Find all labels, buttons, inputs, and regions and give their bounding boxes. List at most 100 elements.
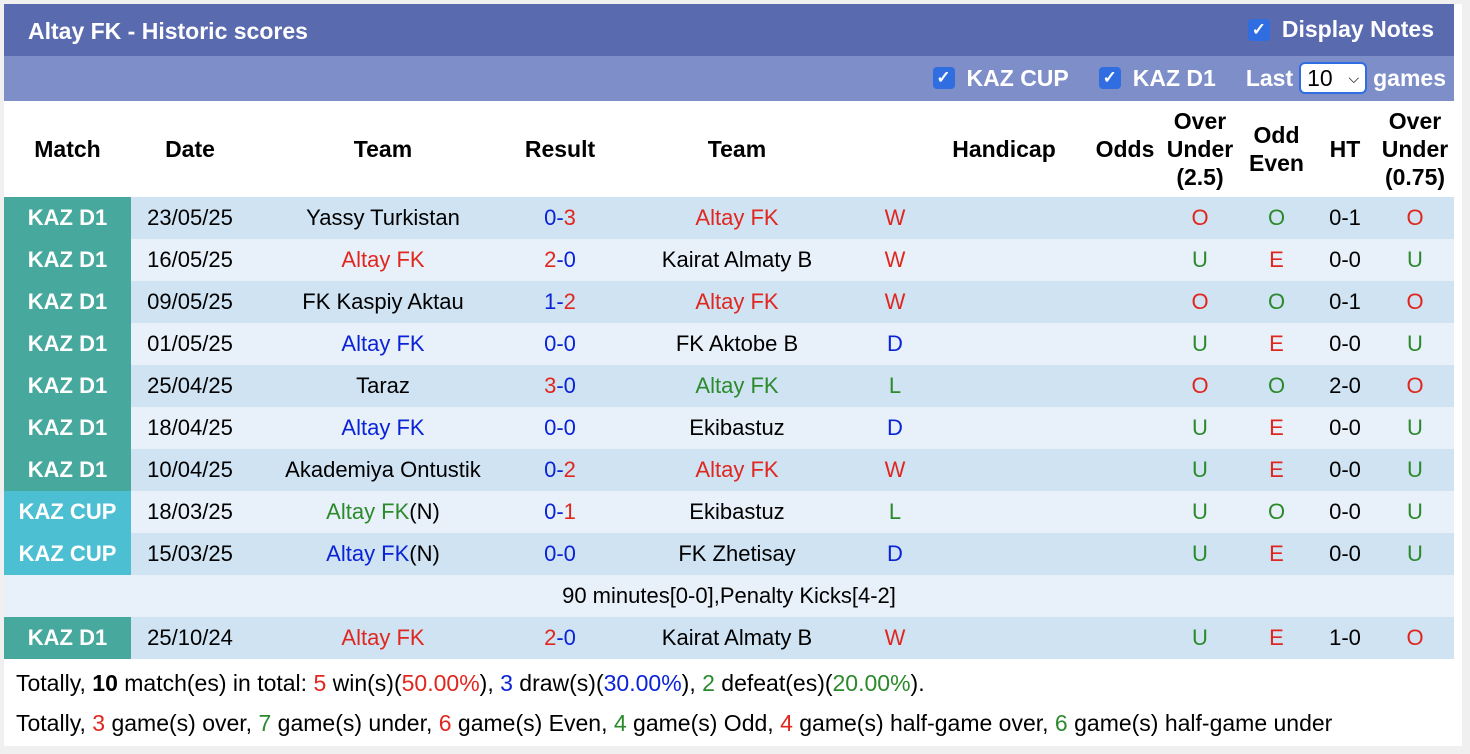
league-badge[interactable]: KAZ CUP: [4, 533, 131, 575]
match-result[interactable]: 3-0: [517, 365, 603, 407]
chevron-down-icon: ⌵: [1348, 69, 1360, 86]
away-team[interactable]: Altay FK: [603, 365, 871, 407]
home-team-name: FK Kaspiy Aktau: [302, 289, 464, 314]
match-result[interactable]: 2-0: [517, 239, 603, 281]
match-result[interactable]: 0-0: [517, 407, 603, 449]
display-notes-toggle[interactable]: ✓ Display Notes: [1247, 16, 1434, 43]
over-under: O: [1161, 365, 1239, 407]
filter-label: KAZ CUP: [966, 64, 1069, 91]
league-badge[interactable]: KAZ D1: [4, 617, 131, 659]
home-score: 0: [544, 205, 557, 230]
league-badge[interactable]: KAZ CUP: [4, 491, 131, 533]
odds-cell: [1089, 239, 1161, 281]
odd-even: E: [1239, 407, 1314, 449]
home-team[interactable]: Altay FK: [249, 407, 517, 449]
away-team[interactable]: Altay FK: [603, 197, 871, 239]
home-team-name: Altay FK: [326, 541, 410, 566]
home-team[interactable]: Taraz: [249, 365, 517, 407]
filter-kaz-cup[interactable]: ✓ KAZ CUP: [932, 64, 1069, 92]
away-team[interactable]: Altay FK: [603, 281, 871, 323]
away-team[interactable]: Ekibastuz: [603, 407, 871, 449]
checkbox-checked-icon[interactable]: ✓: [1098, 67, 1121, 89]
over-under: U: [1161, 533, 1239, 575]
handicap-cell: [919, 281, 1089, 323]
win-loss: D: [871, 323, 919, 365]
match-result[interactable]: 0-0: [517, 533, 603, 575]
away-team[interactable]: FK Aktobe B: [603, 323, 871, 365]
odds-cell: [1089, 617, 1161, 659]
home-team[interactable]: Altay FK(N): [249, 533, 517, 575]
table-row: KAZ D1 25/04/25 Taraz 3-0 Altay FK L O O 2-0 O: [4, 365, 1454, 407]
half-time-score: 0-1: [1314, 197, 1376, 239]
col-handicap: Handicap: [919, 101, 1089, 197]
league-badge[interactable]: KAZ D1: [4, 197, 131, 239]
half-time-score: 2-0: [1314, 365, 1376, 407]
over-under: O: [1161, 197, 1239, 239]
col-odds: Odds: [1089, 101, 1161, 197]
checkbox-checked-icon[interactable]: ✓: [1247, 18, 1270, 41]
away-team[interactable]: Altay FK: [603, 449, 871, 491]
match-date: 18/03/25: [131, 491, 249, 533]
home-team[interactable]: Akademiya Ontustik: [249, 449, 517, 491]
half-time-score: 0-0: [1314, 407, 1376, 449]
home-team[interactable]: Altay FK: [249, 239, 517, 281]
games-count-select[interactable]: 10 ⌵: [1299, 62, 1368, 94]
checkbox-checked-icon[interactable]: ✓: [932, 67, 955, 89]
home-team[interactable]: FK Kaspiy Aktau: [249, 281, 517, 323]
league-badge[interactable]: KAZ D1: [4, 281, 131, 323]
away-team[interactable]: Ekibastuz: [603, 491, 871, 533]
score-separator: -: [556, 247, 564, 272]
match-date: 25/04/25: [131, 365, 249, 407]
match-date: 01/05/25: [131, 323, 249, 365]
col-odd-even: Odd Even: [1239, 101, 1314, 197]
win-loss: W: [871, 239, 919, 281]
home-team[interactable]: Altay FK(N): [249, 491, 517, 533]
match-date: 10/04/25: [131, 449, 249, 491]
match-result[interactable]: 0-2: [517, 449, 603, 491]
summary-results: Totally, 10 match(es) in total: 5 win(s)…: [16, 670, 925, 696]
league-badge[interactable]: KAZ D1: [4, 407, 131, 449]
home-score: 0: [544, 541, 557, 566]
col-away-team: Team: [603, 101, 871, 197]
half-time-score: 0-0: [1314, 449, 1376, 491]
table-row: KAZ D1 10/04/25 Akademiya Ontustik 0-2 Altay…: [4, 449, 1454, 491]
home-team-name: Altay FK: [341, 625, 425, 650]
league-badge[interactable]: KAZ D1: [4, 449, 131, 491]
away-team[interactable]: FK Zhetisay: [603, 533, 871, 575]
score-separator: -: [556, 625, 564, 650]
match-result[interactable]: 0-1: [517, 491, 603, 533]
home-team-name: Altay FK: [341, 415, 425, 440]
win-loss: L: [871, 491, 919, 533]
match-date: 25/10/24: [131, 617, 249, 659]
league-badge[interactable]: KAZ D1: [4, 323, 131, 365]
away-team[interactable]: Kairat Almaty B: [603, 617, 871, 659]
col-home-team: Team: [249, 101, 517, 197]
neutral-venue-mark: (N): [409, 541, 440, 566]
table-header-row: Match Date Team Result Team Handicap Odd…: [4, 101, 1454, 197]
league-badge[interactable]: KAZ D1: [4, 365, 131, 407]
col-date: Date: [131, 101, 249, 197]
league-badge[interactable]: KAZ D1: [4, 239, 131, 281]
table-row: KAZ CUP 18/03/25 Altay FK(N) 0-1 Ekibastuz L U…: [4, 491, 1454, 533]
match-result[interactable]: 1-2: [517, 281, 603, 323]
over-under-075: O: [1376, 365, 1454, 407]
half-time-score: 0-0: [1314, 491, 1376, 533]
home-team-name: Taraz: [356, 373, 410, 398]
away-team[interactable]: Kairat Almaty B: [603, 239, 871, 281]
odd-even: O: [1239, 281, 1314, 323]
home-team[interactable]: Altay FK: [249, 323, 517, 365]
home-team[interactable]: Yassy Turkistan: [249, 197, 517, 239]
home-score: 2: [544, 625, 557, 650]
match-result[interactable]: 2-0: [517, 617, 603, 659]
filter-kaz-d1[interactable]: ✓ KAZ D1: [1098, 65, 1216, 92]
match-result[interactable]: 0-0: [517, 323, 603, 365]
half-time-score: 1-0: [1314, 617, 1376, 659]
win-loss: D: [871, 407, 919, 449]
home-team[interactable]: Altay FK: [249, 617, 517, 659]
half-time-score: 0-0: [1314, 533, 1376, 575]
home-team-name: Yassy Turkistan: [306, 205, 460, 230]
match-result[interactable]: 0-3: [517, 197, 603, 239]
odds-cell: [1089, 533, 1161, 575]
handicap-cell: [919, 197, 1089, 239]
over-under-075: O: [1376, 617, 1454, 659]
